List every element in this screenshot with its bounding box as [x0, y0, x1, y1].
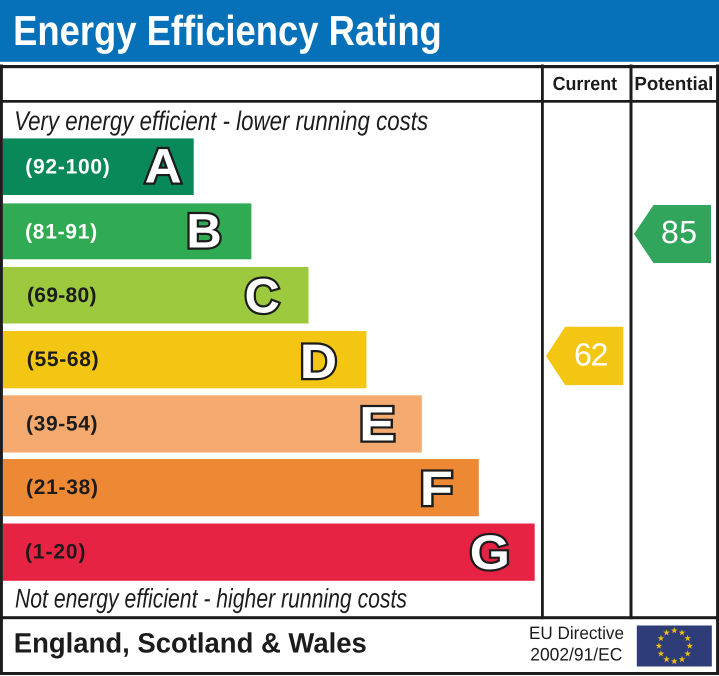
svg-text:Current: Current — [553, 74, 618, 95]
svg-text:D: D — [300, 335, 337, 389]
svg-text:(21-38): (21-38) — [26, 476, 98, 499]
svg-text:Energy Efficiency Rating: Energy Efficiency Rating — [13, 7, 442, 54]
svg-text:(69-80): (69-80) — [27, 284, 97, 307]
svg-text:Not energy efficient - higher: Not energy efficient - higher running co… — [15, 583, 407, 613]
svg-text:2002/91/EC: 2002/91/EC — [530, 645, 622, 665]
svg-text:C: C — [245, 269, 280, 323]
svg-text:B: B — [186, 205, 221, 259]
svg-text:G: G — [470, 526, 510, 580]
svg-text:A: A — [145, 139, 182, 193]
svg-text:(1-20): (1-20) — [25, 541, 86, 564]
svg-text:England, Scotland & Wales: England, Scotland & Wales — [14, 627, 367, 658]
svg-text:EU Directive: EU Directive — [529, 623, 624, 643]
svg-text:Very energy efficient - lower: Very energy efficient - lower running co… — [14, 106, 428, 136]
svg-text:(39-54): (39-54) — [26, 412, 98, 435]
svg-text:62: 62 — [574, 337, 609, 373]
svg-text:F: F — [420, 462, 453, 516]
svg-text:(92-100): (92-100) — [25, 155, 110, 178]
svg-text:E: E — [359, 398, 395, 452]
svg-text:(55-68): (55-68) — [27, 348, 99, 371]
svg-text:(81-91): (81-91) — [25, 220, 97, 243]
svg-text:Potential: Potential — [634, 74, 713, 95]
svg-text:85: 85 — [661, 214, 697, 250]
